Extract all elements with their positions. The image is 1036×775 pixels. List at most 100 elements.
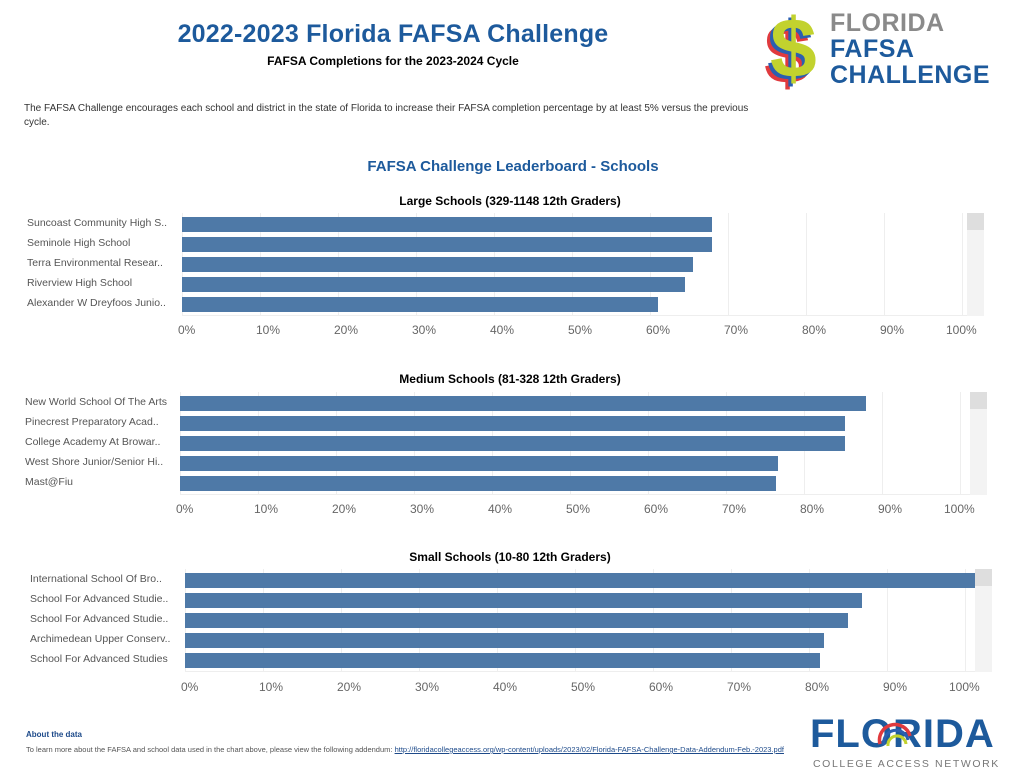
school-label[interactable]: School For Advanced Studie.. — [30, 613, 169, 625]
x-axis-tick: 20% — [332, 502, 357, 516]
x-axis-tick: 0% — [181, 680, 199, 694]
school-label[interactable]: Suncoast Community High S.. — [27, 217, 168, 229]
x-axis-tick: 40% — [488, 502, 513, 516]
gridline — [884, 213, 885, 316]
logo-text-challenge: CHALLENGE — [830, 61, 991, 89]
x-axis-tick: 70% — [724, 323, 749, 337]
florida-college-access-network-logo: FLORIDA COLLEGE ACCESS NETWORK — [810, 712, 1010, 772]
x-axis-tick: 90% — [883, 680, 908, 694]
about-data-description: To learn more about the FAFSA and school… — [26, 745, 395, 754]
bar[interactable] — [185, 653, 820, 668]
axis-baseline — [180, 494, 970, 495]
school-label[interactable]: Alexander W Dreyfoos Junio.. — [27, 297, 166, 309]
plot-area — [182, 213, 967, 316]
gridline — [882, 392, 883, 495]
school-label[interactable]: College Academy At Browar.. — [25, 436, 161, 448]
chart-title: Large Schools (329-1148 12th Graders) — [399, 194, 621, 208]
school-label[interactable]: West Shore Junior/Senior Hi.. — [25, 456, 164, 468]
bar[interactable] — [182, 297, 658, 312]
chart-title: Small Schools (10-80 12th Graders) — [409, 550, 611, 564]
axis-baseline — [182, 315, 967, 316]
school-label[interactable]: Mast@Fiu — [25, 476, 73, 488]
x-axis-tick: 70% — [722, 502, 747, 516]
school-label[interactable]: School For Advanced Studie.. — [30, 593, 169, 605]
bar[interactable] — [180, 456, 779, 471]
x-axis-tick: 10% — [259, 680, 284, 694]
bar[interactable] — [182, 237, 713, 252]
bar[interactable] — [185, 633, 824, 648]
x-axis-tick: 70% — [727, 680, 752, 694]
bar[interactable] — [180, 416, 846, 431]
page-title: 2022-2023 Florida FAFSA Challenge — [177, 20, 609, 48]
school-label[interactable]: New World School Of The Arts — [25, 396, 168, 408]
x-axis-tick: 80% — [800, 502, 825, 516]
x-axis-tick: 0% — [176, 502, 194, 516]
rainbow-arc-icon — [877, 722, 912, 747]
intro-text: The FAFSA Challenge encourages each scho… — [24, 103, 749, 128]
gridline — [728, 213, 729, 316]
logo-text-college-access-network: COLLEGE ACCESS NETWORK — [813, 758, 1000, 770]
plot-area — [185, 569, 975, 672]
x-axis-tick: 100% — [946, 323, 977, 337]
svg-text:$: $ — [764, 7, 811, 98]
scrollbar-thumb[interactable] — [970, 392, 987, 409]
x-axis-tick: 0% — [178, 323, 196, 337]
bar[interactable] — [182, 217, 713, 232]
bar[interactable] — [185, 573, 975, 588]
school-label[interactable]: International School Of Bro.. — [30, 573, 162, 585]
x-axis-tick: 30% — [410, 502, 435, 516]
page-subtitle: FAFSA Completions for the 2023-2024 Cycl… — [267, 54, 519, 68]
x-axis-tick: 60% — [649, 680, 674, 694]
x-axis-tick: 30% — [415, 680, 440, 694]
vertical-scrollbar[interactable] — [967, 213, 984, 316]
school-label[interactable]: Riverview High School — [27, 277, 133, 289]
x-axis-tick: 10% — [254, 502, 279, 516]
x-axis-tick: 60% — [646, 323, 671, 337]
gridline — [806, 213, 807, 316]
school-label[interactable]: School For Advanced Studies — [30, 653, 168, 665]
addendum-link[interactable]: http://floridacollegeaccess.org/wp-conte… — [394, 745, 784, 754]
gridline — [965, 569, 966, 672]
school-label[interactable]: Archimedean Upper Conserv.. — [30, 633, 171, 645]
leaderboard-title: FAFSA Challenge Leaderboard - Schools — [367, 158, 659, 175]
logo-text-florida-big: FLORIDA — [810, 712, 995, 756]
bar[interactable] — [185, 593, 863, 608]
x-axis-tick: 60% — [644, 502, 669, 516]
axis-baseline — [185, 671, 975, 672]
bar[interactable] — [182, 277, 686, 292]
dollar-sign-icon: $ $ $ — [764, 3, 817, 98]
bar[interactable] — [180, 396, 867, 411]
bar[interactable] — [180, 436, 846, 451]
bar[interactable] — [182, 257, 693, 272]
svg-text:$: $ — [770, 3, 817, 95]
x-axis-tick: 100% — [949, 680, 980, 694]
x-axis-tick: 80% — [805, 680, 830, 694]
x-axis-tick: 100% — [944, 502, 975, 516]
chart-title: Medium Schools (81-328 12th Graders) — [399, 372, 621, 386]
x-axis-tick: 20% — [337, 680, 362, 694]
x-axis-tick: 50% — [571, 680, 596, 694]
vertical-scrollbar[interactable] — [975, 569, 992, 672]
x-axis-tick: 90% — [880, 323, 905, 337]
about-data-heading: About the data — [26, 730, 82, 739]
scrollbar-thumb[interactable] — [975, 569, 992, 586]
school-label[interactable]: Terra Environmental Resear.. — [27, 257, 163, 269]
logo-text-fafsa: FAFSA — [830, 35, 915, 63]
florida-fafsa-challenge-logo: $ $ $ FLORIDA FAFSA CHALLENGE — [760, 3, 1000, 98]
vertical-scrollbar[interactable] — [970, 392, 987, 495]
x-axis-tick: 80% — [802, 323, 827, 337]
bar[interactable] — [180, 476, 776, 491]
x-axis-tick: 40% — [490, 323, 515, 337]
school-label[interactable]: Pinecrest Preparatory Acad.. — [25, 416, 159, 428]
about-data-text: To learn more about the FAFSA and school… — [26, 743, 806, 757]
x-axis-tick: 40% — [493, 680, 518, 694]
x-axis-tick: 90% — [878, 502, 903, 516]
svg-text:$: $ — [767, 4, 814, 98]
logo-text-florida: FLORIDA — [830, 9, 945, 37]
x-axis-tick: 20% — [334, 323, 359, 337]
school-label[interactable]: Seminole High School — [27, 237, 131, 249]
bar[interactable] — [185, 613, 848, 628]
plot-area — [180, 392, 970, 495]
scrollbar-thumb[interactable] — [967, 213, 984, 230]
x-axis-tick: 50% — [568, 323, 593, 337]
